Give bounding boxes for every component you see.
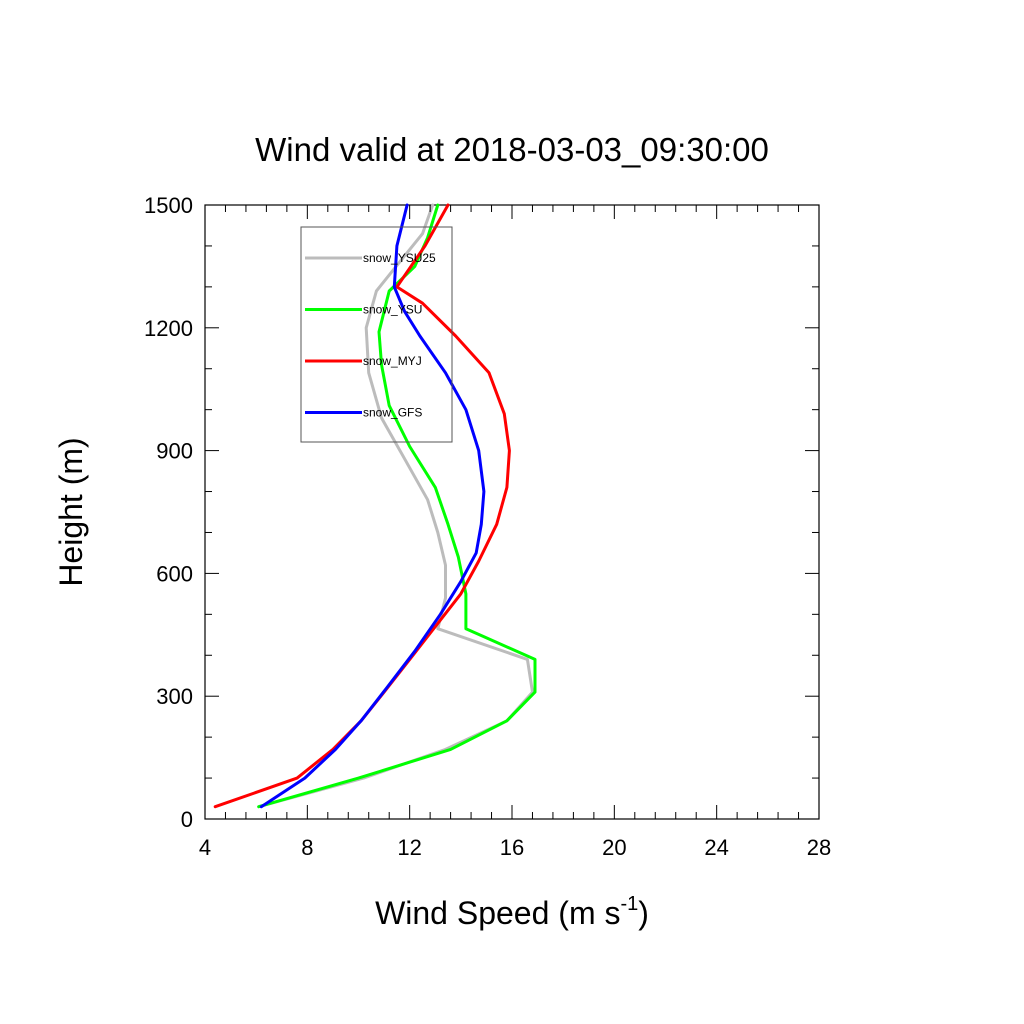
x-axis-title-suffix: )	[638, 895, 649, 931]
series-line-snow_GFS	[259, 203, 486, 809]
legend: snow_YSU25 snow_YSU snow_MYJ snow_GFS	[300, 226, 453, 443]
series-line-snow_MYJ	[213, 203, 511, 809]
series-line-snow_YSU	[257, 203, 537, 809]
x-tick-label: 12	[397, 835, 421, 860]
y-tick-label: 600	[156, 561, 193, 586]
x-tick-label: 20	[602, 835, 626, 860]
x-axis-title: Wind Speed (m s-1)	[375, 893, 649, 931]
legend-box	[300, 226, 453, 443]
x-tick-label: 8	[301, 835, 313, 860]
x-tick-label: 4	[199, 835, 211, 860]
x-tick-label: 28	[807, 835, 831, 860]
y-tick-label: 1500	[144, 193, 193, 218]
legend-label-snow_YSU: snow_YSU	[363, 303, 422, 317]
series-line-snow_YSU25	[257, 203, 534, 809]
plot-frame	[204, 204, 820, 820]
x-axis-title-superscript: -1	[620, 893, 638, 915]
y-tick-label: 1200	[144, 316, 193, 341]
legend-label-snow_YSU25: snow_YSU25	[363, 251, 436, 265]
x-tick-label: 16	[500, 835, 524, 860]
y-axis-title: Height (m)	[53, 437, 89, 586]
y-tick-label: 900	[156, 439, 193, 464]
x-tick-label: 24	[704, 835, 728, 860]
y-tick-label: 0	[181, 807, 193, 832]
x-axis-title-main: Wind Speed (m s	[375, 895, 620, 931]
legend-label-snow_MYJ: snow_MYJ	[363, 354, 422, 368]
chart-title: Wind valid at 2018-03-03_09:30:00	[255, 131, 769, 168]
legend-label-snow_GFS: snow_GFS	[363, 406, 422, 420]
y-tick-label: 300	[156, 684, 193, 709]
